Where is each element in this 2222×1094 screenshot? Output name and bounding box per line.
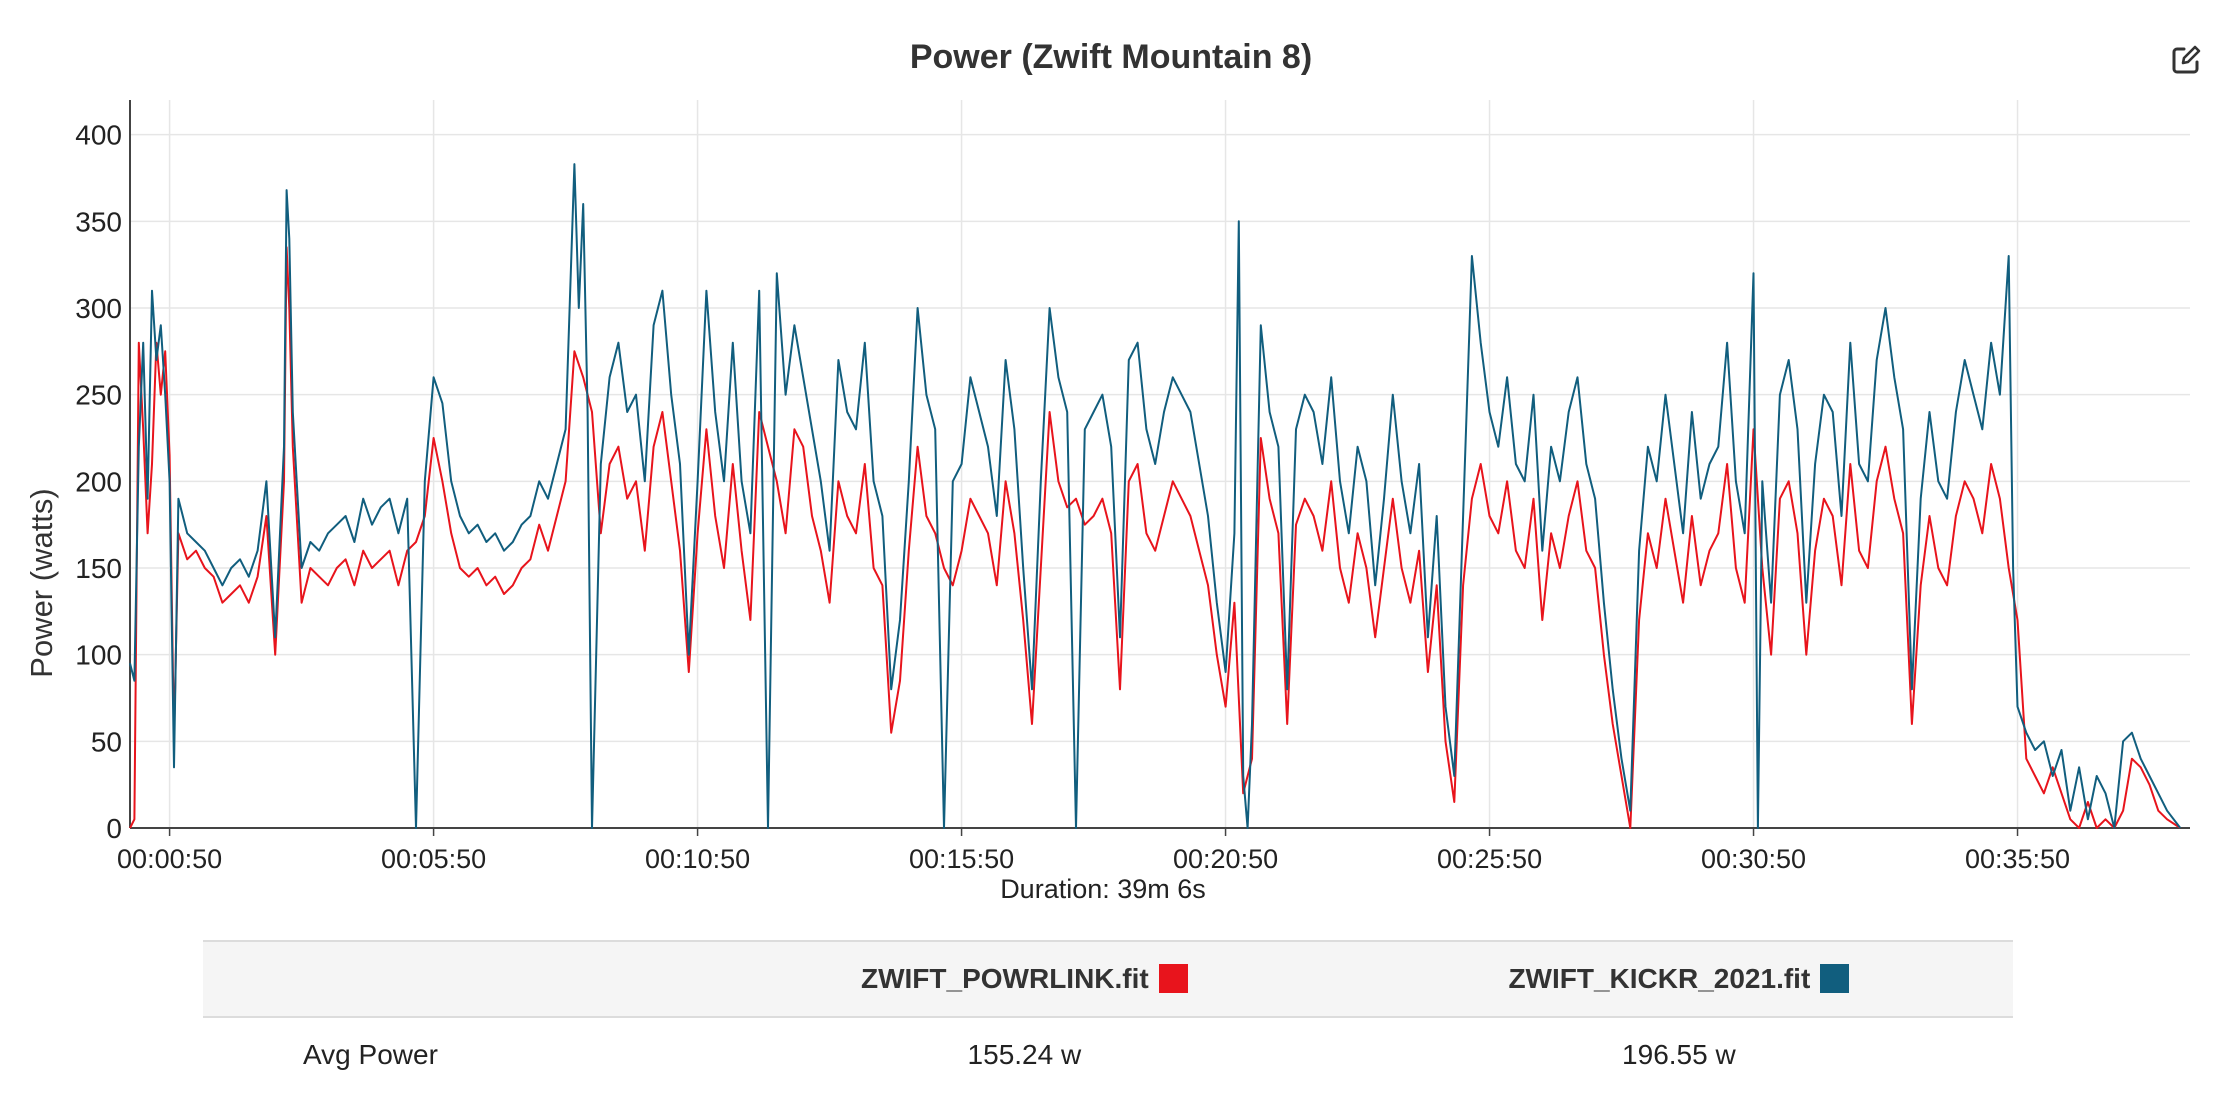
legend-item-kickr[interactable]: ZWIFT_KICKR_2021.fit xyxy=(1344,940,2013,1018)
y-tick-label: 50 xyxy=(91,726,122,757)
x-axis-label: Duration: 39m 6s xyxy=(1000,874,1206,904)
y-tick-label: 350 xyxy=(75,206,122,237)
y-axis: 0 50 100 150 200 250 300 350 400 xyxy=(75,100,131,844)
power-chart: 0 50 100 150 200 250 300 350 400 00:00:50 00:05:5… xyxy=(24,100,2190,904)
y-tick-label: 300 xyxy=(75,293,122,324)
chart-title: Power (Zwift Mountain 8) xyxy=(909,38,1313,76)
legend-label-powrlink: ZWIFT_POWRLINK.fit xyxy=(861,963,1149,994)
x-tick-label: 00:30:50 xyxy=(1701,844,1806,874)
table-row: Avg Power 155.24 w 196.55 w xyxy=(203,1017,2013,1092)
avg-power-kickr: 196.55 w xyxy=(1622,1039,1736,1070)
stats-header-row: ZWIFT_POWRLINK.fit ZWIFT_KICKR_2021.fit xyxy=(203,940,2013,1018)
x-tick-label: 00:05:50 xyxy=(381,844,486,874)
legend-label-kickr: ZWIFT_KICKR_2021.fit xyxy=(1508,963,1811,994)
y-tick-label: 0 xyxy=(106,813,122,844)
x-axis: 00:00:50 00:05:50 00:10:50 00:15:50 00:20:50… xyxy=(117,827,2190,874)
stats-table: ZWIFT_POWRLINK.fit ZWIFT_KICKR_2021.fit … xyxy=(203,940,2013,1092)
y-tick-label: 250 xyxy=(75,380,122,411)
avg-power-powrlink: 155.24 w xyxy=(967,1039,1082,1070)
x-tick-label: 00:35:50 xyxy=(1965,844,2070,874)
x-tick-label: 00:20:50 xyxy=(1173,844,1278,874)
y-tick-label: 400 xyxy=(75,120,122,151)
legend-swatch-blue xyxy=(1820,964,1850,993)
y-tick-label: 200 xyxy=(75,466,122,497)
x-tick-label: 00:00:50 xyxy=(117,844,222,874)
legend-item-powrlink[interactable]: ZWIFT_POWRLINK.fit xyxy=(704,940,1345,1018)
metric-label: Avg Power xyxy=(303,1039,438,1070)
y-axis-label: Power (watts) xyxy=(24,488,59,677)
legend-swatch-red xyxy=(1158,964,1188,993)
series-layer xyxy=(129,163,2182,829)
series-line-kickr xyxy=(129,163,2182,829)
x-tick-label: 00:15:50 xyxy=(909,844,1014,874)
y-tick-label: 100 xyxy=(75,640,122,671)
y-tick-label: 150 xyxy=(75,553,122,584)
series-line-powrlink xyxy=(129,246,2181,829)
stats-header-empty xyxy=(203,940,704,1018)
x-tick-label: 00:25:50 xyxy=(1437,844,1542,874)
edit-icon[interactable] xyxy=(2170,44,2202,76)
x-tick-label: 00:10:50 xyxy=(645,844,750,874)
